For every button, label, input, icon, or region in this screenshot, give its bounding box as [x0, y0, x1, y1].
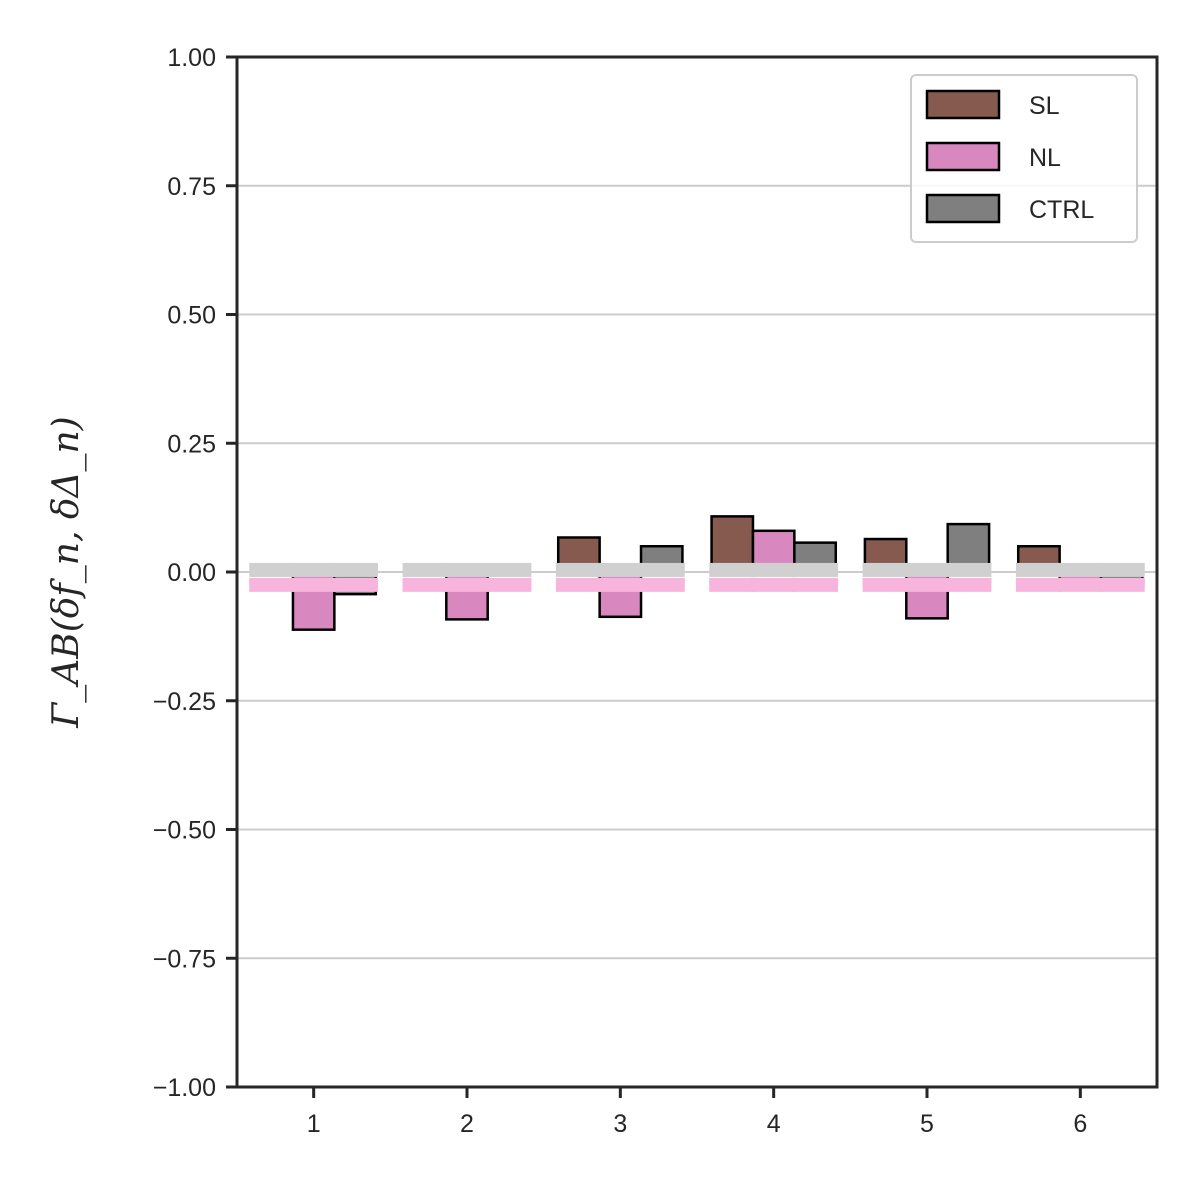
reference-band-ctrl	[555, 562, 602, 577]
legend: SL NL CTRL	[910, 74, 1138, 243]
legend-label-ctrl: CTRL	[1029, 196, 1094, 224]
y-tick-label: 1.00	[167, 44, 216, 72]
reference-band-nl	[444, 577, 490, 592]
x-tick-label: 2	[460, 1110, 474, 1138]
reference-band-ctrl	[750, 562, 797, 577]
reference-band-ctrl	[904, 562, 950, 577]
x-tick-label: 4	[767, 1110, 781, 1138]
reference-band-ctrl	[332, 562, 379, 577]
legend-swatch-nl	[925, 141, 1001, 172]
reference-band-nl	[709, 577, 756, 592]
reference-bands	[249, 562, 1145, 592]
x-tick-label: 5	[920, 1110, 934, 1138]
reference-band-nl	[862, 577, 909, 592]
reference-band-nl	[945, 577, 992, 592]
reference-band-nl	[555, 577, 602, 592]
reference-band-nl	[485, 577, 532, 592]
reference-band-ctrl	[1015, 562, 1062, 577]
reference-band-ctrl	[945, 562, 992, 577]
reference-band-nl	[1098, 577, 1145, 592]
legend-label-nl: NL	[1029, 144, 1061, 172]
reference-band-ctrl	[1057, 562, 1104, 577]
y-tick-label: 0.00	[167, 559, 216, 587]
reference-band-nl	[290, 577, 337, 592]
reference-band-nl	[750, 577, 797, 592]
reference-band-nl	[402, 577, 449, 592]
x-axis-ticks: 1 2 3 4 5 6	[307, 1087, 1087, 1138]
reference-band-ctrl	[792, 562, 839, 577]
reference-band-nl	[1015, 577, 1062, 592]
reference-band-nl	[638, 577, 685, 592]
y-tick-label: 0.25	[167, 430, 216, 458]
legend-swatch-sl	[925, 89, 1001, 120]
x-tick-label: 6	[1073, 1110, 1087, 1138]
reference-band-ctrl	[402, 562, 449, 577]
y-tick-label: 0.75	[167, 173, 216, 201]
x-tick-label: 1	[307, 1110, 321, 1138]
y-tick-label: −1.00	[153, 1074, 216, 1102]
reference-band-ctrl	[638, 562, 685, 577]
y-tick-label: 0.50	[167, 302, 216, 330]
reference-band-nl	[332, 577, 379, 592]
reference-band-ctrl	[1098, 562, 1145, 577]
y-tick-label: −0.75	[153, 945, 216, 973]
reference-band-ctrl	[485, 562, 532, 577]
reference-band-ctrl	[709, 562, 756, 577]
reference-band-ctrl	[444, 562, 490, 577]
reference-band-ctrl	[862, 562, 909, 577]
y-tick-label: −0.25	[153, 688, 216, 716]
reference-band-ctrl	[249, 562, 296, 577]
y-tick-label: −0.50	[153, 817, 216, 845]
y-axis-ticks: −1.00 −0.75 −0.50 −0.25 0.00 0.25 0.50 0.75 1.00	[153, 44, 237, 1102]
reference-band-nl	[904, 577, 950, 592]
reference-band-ctrl	[290, 562, 337, 577]
reference-band-nl	[597, 577, 644, 592]
reference-band-nl	[792, 577, 839, 592]
legend-swatch-ctrl	[925, 193, 1001, 224]
reference-band-nl	[1057, 577, 1104, 592]
reference-band-ctrl	[597, 562, 644, 577]
reference-band-nl	[249, 577, 296, 592]
legend-label-sl: SL	[1029, 92, 1060, 120]
x-tick-label: 3	[613, 1110, 627, 1138]
y-axis-label: Γ_AB(δf_n, δΔ_n)	[46, 416, 87, 728]
